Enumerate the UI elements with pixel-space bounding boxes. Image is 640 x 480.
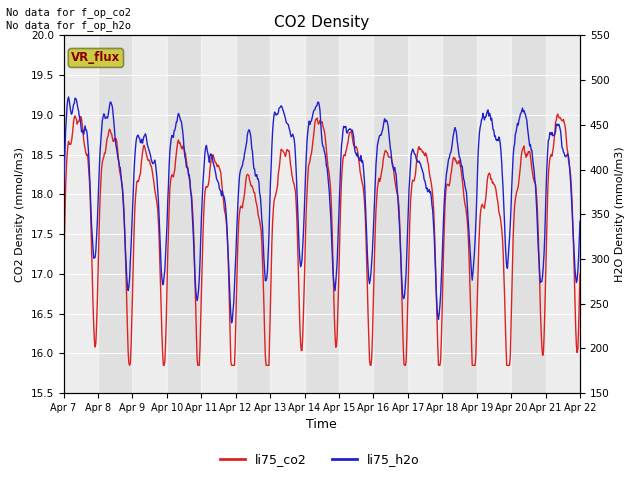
Y-axis label: H2O Density (mmol/m3): H2O Density (mmol/m3)	[615, 146, 625, 282]
Text: No data for f_op_co2
No data for f_op_h2o: No data for f_op_co2 No data for f_op_h2…	[6, 7, 131, 31]
Title: CO2 Density: CO2 Density	[274, 15, 369, 30]
Bar	[408, 36, 442, 393]
Bar	[614, 36, 640, 393]
X-axis label: Time: Time	[307, 419, 337, 432]
Bar	[477, 36, 511, 393]
Bar	[63, 36, 98, 393]
Bar	[132, 36, 167, 393]
Bar	[201, 36, 236, 393]
Bar	[270, 36, 305, 393]
Y-axis label: CO2 Density (mmol/m3): CO2 Density (mmol/m3)	[15, 147, 25, 282]
Legend: li75_co2, li75_h2o: li75_co2, li75_h2o	[215, 448, 425, 471]
Bar	[339, 36, 373, 393]
Text: VR_flux: VR_flux	[71, 51, 120, 64]
Bar	[545, 36, 580, 393]
